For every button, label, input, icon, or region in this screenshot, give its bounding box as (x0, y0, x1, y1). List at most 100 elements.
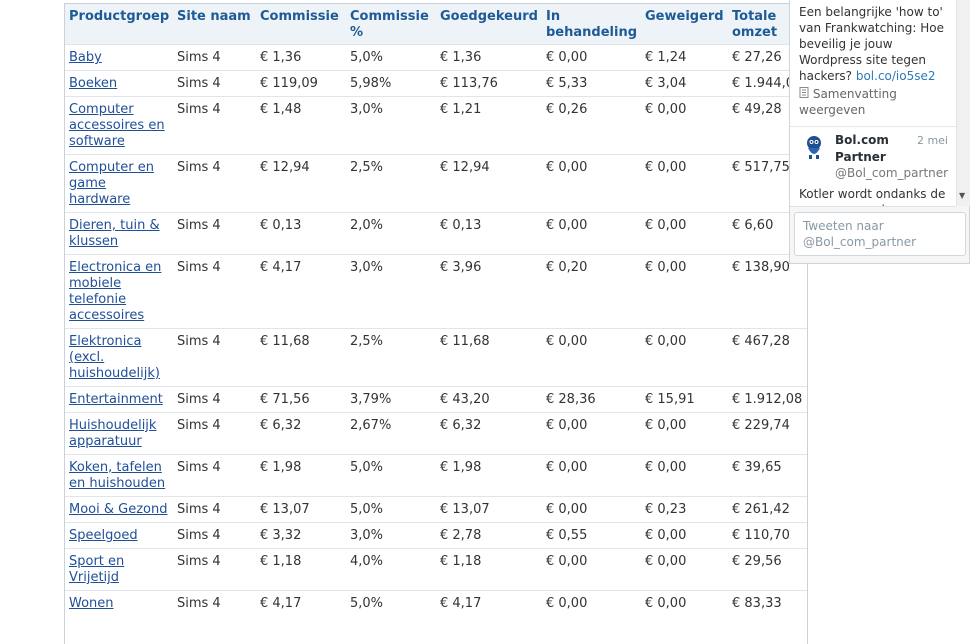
cell-goedgekeurd: € 113,76 (436, 70, 542, 97)
cell-geweigerd: € 3,04 (641, 70, 728, 97)
summary-label: Samenvatting weergeven (799, 87, 897, 117)
cell-productgroep: Computer accessoires en software (65, 96, 173, 155)
cell-productgroep: Sport en Vrijetijd (65, 548, 173, 591)
tweet-1-link[interactable]: bol.co/io5se2 (855, 69, 936, 83)
productgroep-link[interactable]: Wonen (69, 596, 114, 611)
cell-totale-omzet: € 261,42 (728, 496, 807, 523)
timeline-scrollbar[interactable]: ▼ (956, 0, 970, 206)
cell-site-naam: Sims 4 (173, 454, 256, 497)
cell-site-naam: Sims 4 (173, 212, 256, 255)
productgroep-link[interactable]: Mooi & Gezond (69, 502, 168, 517)
header-productgroep[interactable]: Productgroep (65, 4, 173, 45)
cell-geweigerd: € 0,23 (641, 496, 728, 523)
cell-goedgekeurd: € 3,96 (436, 254, 542, 329)
cell-commissie: € 6,32 (256, 412, 346, 455)
cell-productgroep: Electronica en mobiele telefonie accesso… (65, 254, 173, 329)
productgroep-link[interactable]: Koken, tafelen en huishouden (69, 460, 166, 491)
productgroep-link[interactable]: Elektronica (excl. huishoudelijk) (69, 334, 160, 381)
cell-in-behandeling: € 0,00 (542, 328, 641, 387)
cell-productgroep: Mooi & Gezond (65, 496, 173, 523)
productgroep-link[interactable]: Electronica en mobiele telefonie accesso… (69, 260, 162, 323)
cell-geweigerd: € 0,00 (641, 522, 728, 549)
bol-mascot-avatar[interactable] (804, 134, 824, 160)
header-site-naam[interactable]: Site naam (173, 4, 256, 45)
tweet-1: Een belangrijke 'how to' van Frankwatchi… (790, 0, 956, 84)
cell-commissie: € 0,13 (256, 212, 346, 255)
cell-commissie-pct: 5,0% (346, 590, 436, 616)
summary-link[interactable]: Samenvatting weergeven (790, 84, 956, 118)
table-row: Koken, tafelen en huishouden Sims 4 € 1,98… (65, 454, 807, 497)
cell-site-naam: Sims 4 (173, 590, 256, 616)
cell-in-behandeling: € 0,00 (542, 412, 641, 455)
cell-goedgekeurd: € 2,78 (436, 522, 542, 549)
header-in-behandeling[interactable]: In behandeling (542, 4, 641, 45)
scroll-down-arrow-icon[interactable]: ▼ (959, 191, 966, 200)
productgroep-link[interactable]: Computer accessoires en software (69, 102, 165, 149)
cell-productgroep: Huishoudelijk apparatuur (65, 412, 173, 455)
cell-productgroep: Computer en game hardware (65, 154, 173, 213)
cell-totale-omzet: € 110,70 (728, 522, 807, 549)
tweet-2-date[interactable]: 2 mei (916, 134, 948, 147)
tweet-2-handle[interactable]: @Bol_com_partner (835, 166, 949, 180)
cell-commissie: € 3,32 (256, 522, 346, 549)
cell-productgroep: Baby (65, 44, 173, 71)
header-goedgekeurd[interactable]: Goedgekeurd (436, 4, 542, 45)
cell-site-naam: Sims 4 (173, 44, 256, 71)
cell-goedgekeurd: € 12,94 (436, 154, 542, 213)
header-commissie[interactable]: Commissie (256, 4, 346, 45)
cell-geweigerd: € 0,00 (641, 454, 728, 497)
productgroep-link[interactable]: Sport en Vrijetijd (69, 554, 125, 585)
cell-site-naam: Sims 4 (173, 154, 256, 213)
cell-totale-omzet: € 29,56 (728, 548, 807, 591)
cell-productgroep: Koken, tafelen en huishouden (65, 454, 173, 497)
cell-in-behandeling: € 0,00 (542, 44, 641, 71)
cell-commissie-pct: 2,5% (346, 154, 436, 213)
cell-site-naam: Sims 4 (173, 522, 256, 549)
tweet-timeline: Een belangrijke 'how to' van Frankwatchi… (790, 0, 956, 207)
tweet-compose-input[interactable]: Tweeten naar @Bol_com_partner (794, 212, 966, 256)
productgroep-link[interactable]: Computer en game hardware (69, 160, 154, 207)
productgroep-link[interactable]: Huishoudelijk apparatuur (69, 418, 157, 449)
table-row: Speelgoed Sims 4 € 3,32 3,0% € 2,78 € 0,55 € 0… (65, 522, 807, 549)
table-row: Dieren, tuin & klussen Sims 4 € 0,13 2,0% € … (65, 212, 807, 255)
productgroep-link[interactable]: Dieren, tuin & klussen (69, 218, 160, 249)
tweet-2-author[interactable]: Bol.com Partner (835, 133, 889, 164)
cell-goedgekeurd: € 0,13 (436, 212, 542, 255)
productgroep-link[interactable]: Boeken (69, 76, 118, 91)
table-row: Electronica en mobiele telefonie accesso… (65, 254, 807, 329)
productgroep-link[interactable]: Baby (69, 50, 102, 65)
cell-goedgekeurd: € 6,32 (436, 412, 542, 455)
cell-goedgekeurd: € 43,20 (436, 386, 542, 413)
cell-goedgekeurd: € 1,98 (436, 454, 542, 497)
cell-commissie-pct: 2,5% (346, 328, 436, 387)
cell-goedgekeurd: € 11,68 (436, 328, 542, 387)
cell-in-behandeling: € 0,20 (542, 254, 641, 329)
cell-totale-omzet: € 138,90 (728, 254, 807, 329)
cell-commissie: € 13,07 (256, 496, 346, 523)
cell-in-behandeling: € 0,00 (542, 454, 641, 497)
header-geweigerd[interactable]: Geweigerd (641, 4, 728, 45)
cell-commissie-pct: 2,0% (346, 212, 436, 255)
cell-geweigerd: € 0,00 (641, 328, 728, 387)
cell-totale-omzet: € 467,28 (728, 328, 807, 387)
cell-commissie: € 1,98 (256, 454, 346, 497)
cell-geweigerd: € 1,24 (641, 44, 728, 71)
cell-commissie: € 11,68 (256, 328, 346, 387)
productgroep-link[interactable]: Speelgoed (69, 528, 138, 543)
cell-totale-omzet: € 39,65 (728, 454, 807, 497)
cell-goedgekeurd: € 1,36 (436, 44, 542, 71)
productgroep-link[interactable]: Entertainment (69, 392, 163, 407)
cell-in-behandeling: € 0,00 (542, 590, 641, 616)
header-commissie-pct[interactable]: Commissie % (346, 4, 436, 45)
cell-commissie-pct: 3,0% (346, 522, 436, 549)
table-row: Computer en game hardware Sims 4 € 12,94 2,… (65, 154, 807, 213)
cell-commissie: € 12,94 (256, 154, 346, 213)
cell-geweigerd: € 15,91 (641, 386, 728, 413)
cell-site-naam: Sims 4 (173, 328, 256, 387)
cell-geweigerd: € 0,00 (641, 96, 728, 155)
cell-geweigerd: € 0,00 (641, 412, 728, 455)
cell-in-behandeling: € 0,00 (542, 154, 641, 213)
cell-commissie: € 4,17 (256, 254, 346, 329)
cell-in-behandeling: € 0,00 (542, 212, 641, 255)
table-row: Baby Sims 4 € 1,36 5,0% € 1,36 € 0,00 € 1,24 € … (65, 44, 807, 71)
